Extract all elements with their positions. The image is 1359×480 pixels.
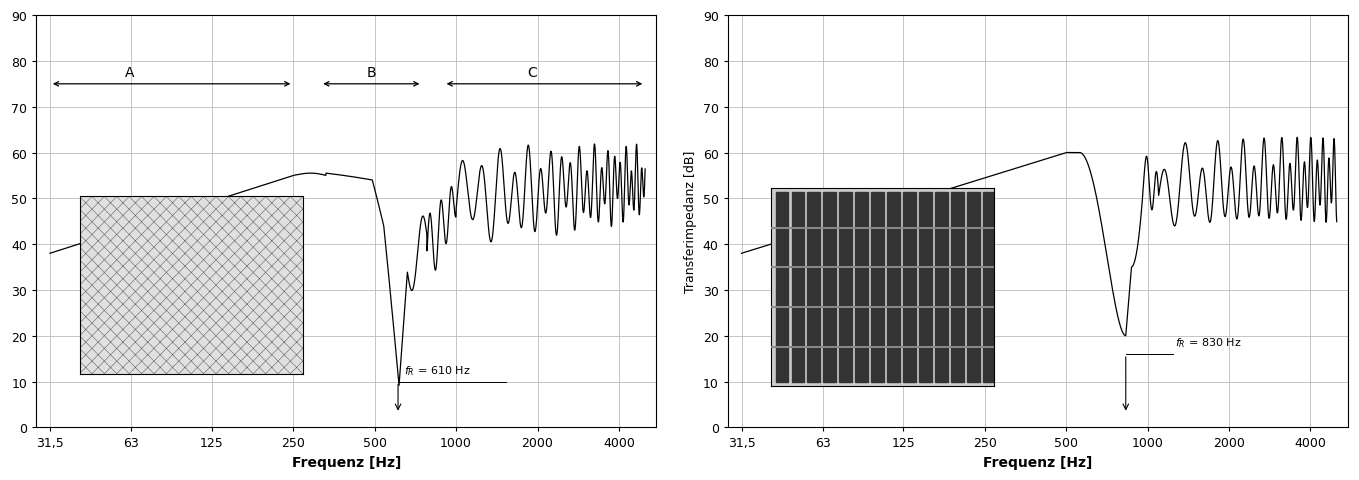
Text: A: A (125, 66, 135, 80)
Text: B: B (367, 66, 376, 80)
Text: $f_R$ = 610 Hz: $f_R$ = 610 Hz (404, 363, 470, 377)
X-axis label: Frequenz [Hz]: Frequenz [Hz] (292, 455, 401, 469)
Text: C: C (527, 66, 537, 80)
X-axis label: Frequenz [Hz]: Frequenz [Hz] (983, 455, 1093, 469)
Text: $f_R$ = 830 Hz: $f_R$ = 830 Hz (1176, 336, 1242, 350)
Y-axis label: Transferimpedanz [dB]: Transferimpedanz [dB] (684, 151, 697, 293)
